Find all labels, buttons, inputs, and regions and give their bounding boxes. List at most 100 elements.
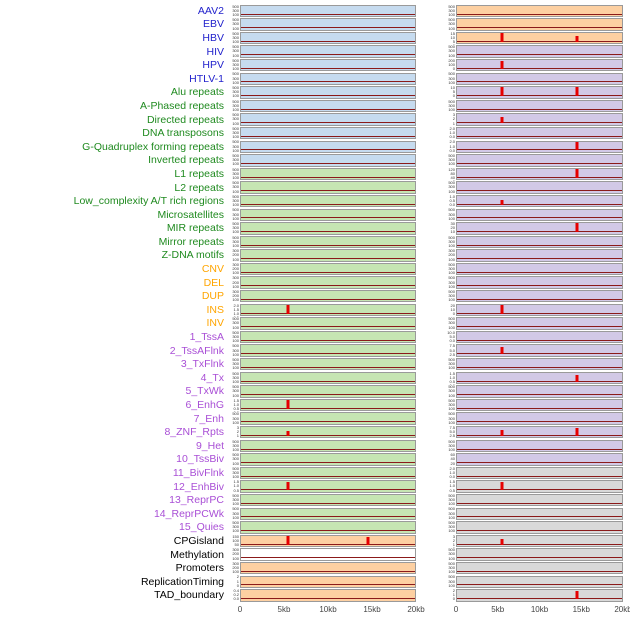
y-tick-label: 1.0: [449, 194, 455, 199]
row-label: 15_Quies: [179, 521, 224, 534]
signal-baseline: [457, 475, 622, 477]
y-tick-label: 100: [232, 25, 239, 31]
y-tick-label: 0: [452, 93, 455, 99]
signal-baseline: [457, 326, 622, 328]
track-panel-right: [456, 480, 623, 493]
signal-baseline: [457, 176, 622, 178]
column-gap: [416, 289, 444, 303]
y-tick-label: 500: [448, 44, 455, 50]
signal-baseline: [241, 217, 415, 219]
track-panel-right: [456, 113, 623, 126]
y-tick-labels: 150 100 50: [230, 534, 240, 548]
y-tick-labels: 500 300 100: [444, 18, 456, 32]
row-label: 9_Het: [195, 439, 224, 452]
signal-baseline: [457, 502, 622, 504]
y-tick-label: 500: [232, 44, 239, 50]
y-tick-label: 300: [448, 48, 455, 54]
y-tick-label: 500: [232, 493, 239, 498]
y-tick-label: 300: [232, 62, 239, 68]
signal-baseline: [457, 394, 622, 396]
y-tick-labels: 3210: [444, 113, 456, 127]
y-tick-label: 100: [232, 202, 239, 208]
track-row: 5_TxWk 500 300 100 500 300 100: [0, 385, 630, 399]
track-row: Microsatellites 500 300 100 500 300 100: [0, 208, 630, 222]
x-tick-label: 20kb: [407, 605, 425, 615]
signal-baseline: [457, 598, 622, 600]
y-tick-label: 300: [232, 198, 239, 204]
axis-spacer: [0, 602, 240, 620]
track-row: 12_EnhBiv 1.51.00.50.0 1.51.00.50.0: [0, 480, 630, 494]
y-tick-labels: 500 300 100: [444, 357, 456, 371]
signal-baseline: [241, 570, 415, 572]
y-tick-label: 1.5: [449, 371, 455, 376]
y-tick-labels: 300 200 100: [230, 262, 240, 276]
y-tick-label: 500: [448, 99, 455, 104]
y-tick-label: 0.5: [449, 487, 455, 493]
track-panel-right: [456, 31, 623, 45]
column-gap: [416, 249, 444, 263]
track-panel-left: [240, 561, 416, 575]
y-tick-labels: 500 300 100: [444, 235, 456, 249]
y-tick-label: 500: [232, 85, 239, 91]
y-tick-label: 100: [232, 338, 239, 344]
track-row: DEL 300 200 100 500 300 100: [0, 276, 630, 290]
track-panel-right: [456, 262, 623, 276]
x-tick-label: 20kb: [614, 605, 630, 615]
y-tick-label: 100: [448, 107, 455, 113]
y-tick-label: 300: [232, 497, 239, 503]
track-panel-left: [240, 249, 416, 262]
y-tick-label: 500: [232, 235, 239, 240]
y-tick-labels: 500 300 100: [230, 154, 240, 168]
y-tick-label: 300: [448, 211, 455, 217]
track-panel-right: [456, 58, 623, 72]
signal-baseline: [457, 163, 622, 165]
column-gap: [416, 398, 444, 412]
signal-peak: [500, 117, 504, 124]
row-label: DUP: [201, 290, 224, 303]
y-tick-label: 500: [448, 17, 455, 23]
column-gap: [416, 72, 444, 86]
y-tick-label: 10: [450, 306, 455, 312]
track-row: Promoters 300 200 100 500 300 100: [0, 561, 630, 575]
y-tick-label: 200: [232, 279, 239, 285]
y-tick-label: 300: [448, 510, 455, 516]
row-label: Promoters: [175, 562, 224, 575]
y-tick-labels: 500 300 100: [444, 72, 456, 86]
y-tick-label: 200: [232, 265, 239, 271]
y-tick-label: 15: [450, 31, 455, 36]
y-tick-label: 100: [232, 66, 239, 72]
track-panel-right: [456, 167, 623, 181]
y-tick-label: 3: [236, 425, 239, 430]
signal-baseline: [241, 271, 415, 273]
column-gap: [416, 45, 444, 59]
signal-baseline: [457, 516, 622, 518]
y-tick-label: 0.0: [449, 147, 455, 153]
row-label: DNA transposons: [142, 127, 224, 140]
y-tick-label: 500: [232, 343, 239, 349]
row-label: CPGisland: [173, 534, 224, 547]
column-gap: [416, 480, 444, 494]
signal-baseline: [457, 366, 622, 368]
y-tick-label: 500: [448, 561, 455, 566]
y-tick-labels: 500 300 100: [230, 194, 240, 208]
y-tick-labels: 2.0 1.0 0.0: [444, 466, 456, 480]
y-tick-label: 0.0: [449, 474, 455, 480]
y-tick-labels: 60 40 20: [444, 453, 456, 467]
column-gap: [416, 222, 444, 236]
row-label: A-Phased repeats: [139, 99, 224, 112]
y-tick-label: 20: [450, 303, 455, 308]
y-tick-label: 100: [448, 188, 455, 194]
y-tick-label: 0.0: [233, 596, 239, 602]
track-row: INV 500 300 100 500 300 100: [0, 317, 630, 331]
track-panel-left: [240, 58, 416, 72]
y-tick-label: 500: [232, 411, 239, 417]
y-tick-label: 300: [232, 75, 239, 81]
track-panel-right: [456, 72, 623, 85]
signal-baseline: [241, 149, 415, 151]
row-label: Z-DNA motifs: [161, 249, 224, 262]
signal-peak: [500, 305, 504, 314]
row-label: Directed repeats: [146, 113, 224, 126]
signal-peak: [500, 430, 504, 436]
track-panel-left: [240, 493, 416, 507]
